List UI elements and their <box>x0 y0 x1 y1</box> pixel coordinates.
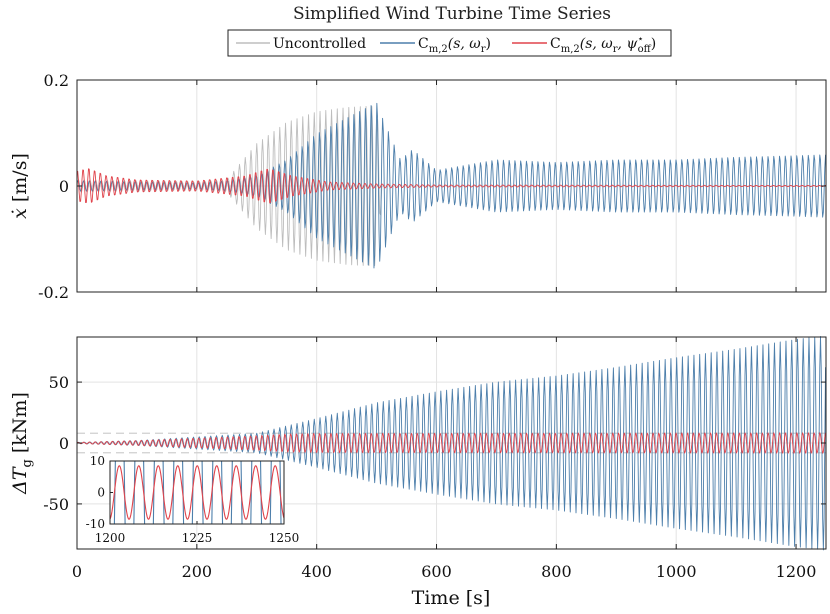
legend-entry-uncontrolled: Uncontrolled <box>236 36 366 52</box>
inset-background <box>110 461 284 524</box>
x-axis-label: Time [s] <box>412 587 491 609</box>
series-0-2 <box>76 168 826 204</box>
inset-y-tick-label: 10 <box>90 454 105 468</box>
panel-velocity-ticks: -0.2 0 0.2 <box>38 71 826 302</box>
x-tick-label: 0 <box>72 562 82 581</box>
legend-label-cm2-psi: Cm,2(s, ωr, ψ⋆ off) <box>550 34 656 55</box>
x-tick-label: 1000 <box>656 562 697 581</box>
inset-series-1 <box>109 465 285 520</box>
legend-entry-cm2: Cm,2(s, ωr) <box>380 36 491 55</box>
y-tick-label: -0.2 <box>38 283 69 302</box>
y-tick-label: -50 <box>43 495 69 514</box>
series-1-0 <box>76 336 826 551</box>
inset-zoom: 1200 1225 1250 -10 0 10 <box>86 454 300 545</box>
x-tick-label: 1200 <box>776 562 817 581</box>
legend-box <box>227 29 672 57</box>
inset-x-tick-label: 1225 <box>182 531 213 545</box>
inset-ticks: 1200 1225 1250 -10 0 10 <box>86 454 300 545</box>
panel-torque-ticks: 0 200 400 600 800 1000 1200 -50 0 50 <box>43 337 826 581</box>
legend-label-uncontrolled: Uncontrolled <box>273 36 366 52</box>
inset-x-tick-label: 1200 <box>95 531 126 545</box>
inset-y-tick-label: 0 <box>97 486 105 500</box>
panel-velocity-ylabel: ẋ[m/s] <box>9 153 31 219</box>
panel-torque: 0 200 400 600 800 1000 1200 -50 0 50 ΔTg[kNm] 120… <box>9 336 827 581</box>
panel-velocity: -0.2 0 0.2 ẋ[m/s] <box>9 71 827 302</box>
panel-velocity-series <box>76 102 826 269</box>
panel-velocity-grid <box>77 80 826 292</box>
x-tick-label: 600 <box>421 562 452 581</box>
legend: Uncontrolled Cm,2(s, ωr) Cm,2(s, ωr, ψ⋆ o… <box>227 29 672 57</box>
y-tick-label: 0 <box>59 177 69 196</box>
legend-label-cm2: Cm,2(s, ωr) <box>418 36 491 55</box>
x-tick-label: 200 <box>182 562 213 581</box>
chart-title: Simplified Wind Turbine Time Series <box>293 4 611 24</box>
y-tick-label: 0 <box>59 434 69 453</box>
y-tick-label: 0.2 <box>44 71 69 90</box>
x-tick-label: 800 <box>541 562 572 581</box>
legend-entry-cm2-psi: Cm,2(s, ωr, ψ⋆ off) <box>512 34 656 55</box>
inset-y-tick-label: -10 <box>86 517 105 531</box>
panel-torque-ylabel: ΔTg[kNm] <box>9 392 35 495</box>
series-1-1 <box>76 432 826 454</box>
y-tick-label: 50 <box>49 373 69 392</box>
x-tick-label: 400 <box>301 562 332 581</box>
inset-x-tick-label: 1250 <box>269 531 300 545</box>
panel-torque-series <box>76 336 826 551</box>
